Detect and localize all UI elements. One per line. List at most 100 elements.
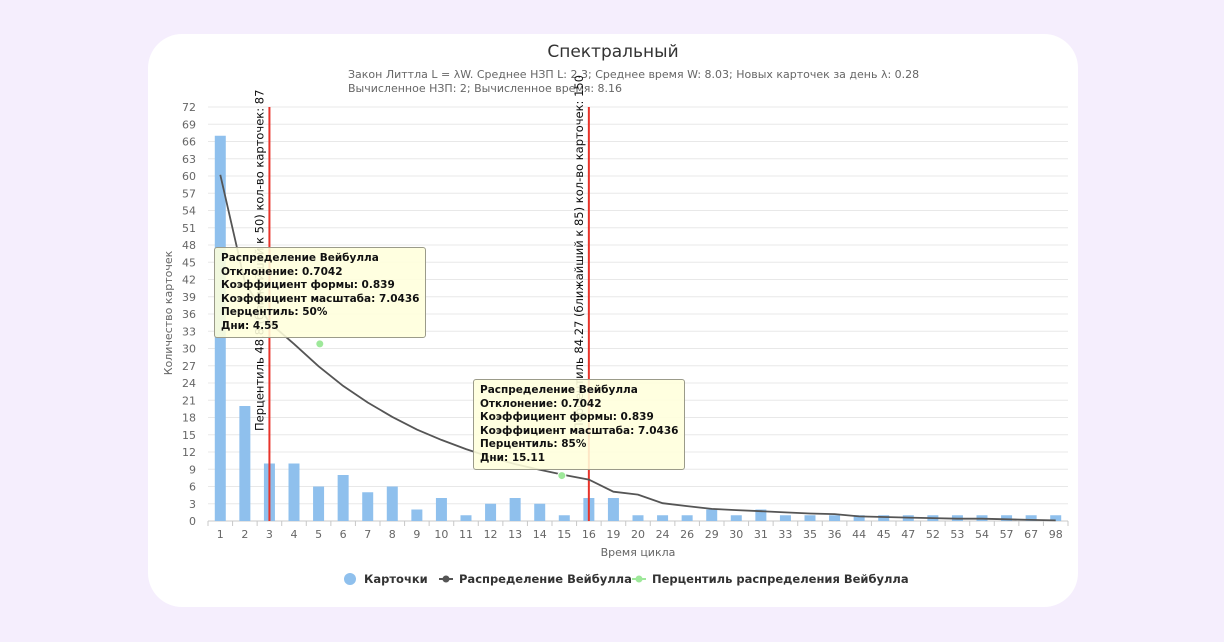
bar	[239, 406, 251, 521]
y-tick-label: 54	[182, 205, 196, 218]
legend-marker	[635, 575, 643, 583]
bar	[853, 515, 865, 521]
bar	[534, 503, 546, 521]
weibull-curve	[219, 174, 1056, 522]
bar	[657, 515, 669, 521]
y-tick-label: 72	[182, 101, 196, 114]
x-tick-label: 44	[852, 528, 866, 541]
y-tick-label: 12	[182, 446, 196, 459]
x-tick-label: 33	[778, 528, 792, 541]
weibull-curve-line	[219, 174, 1056, 522]
x-tick-label: 35	[803, 528, 817, 541]
legend-item: Перцентиль распределения Вейбулла	[632, 572, 909, 586]
bar	[1025, 515, 1037, 521]
bar	[1001, 515, 1013, 521]
x-tick-label: 7	[364, 528, 371, 541]
legend-label: Распределение Вейбулла	[459, 572, 632, 586]
x-tick-label: 57	[1000, 528, 1014, 541]
bar	[681, 515, 693, 521]
tooltip-line: Перцентиль: 50%	[221, 306, 328, 318]
bar	[706, 509, 718, 521]
x-tick-label: 98	[1049, 528, 1063, 541]
x-tick-label: 1	[217, 528, 224, 541]
y-tick-label: 0	[189, 515, 196, 528]
x-tick-label: 36	[828, 528, 842, 541]
bar	[460, 515, 472, 521]
tooltip-line: Коэффициент масштаба: 7.0436	[480, 424, 679, 437]
x-tick-label: 29	[705, 528, 719, 541]
bar	[362, 492, 374, 521]
x-tick-label: 14	[533, 528, 547, 541]
chart-subtitle-line-1: Закон Литтла L = λW. Среднее НЗП L: 2.3;…	[348, 68, 919, 81]
bar	[288, 463, 300, 521]
bar	[632, 515, 644, 521]
x-tick-label: 4	[291, 528, 298, 541]
x-tick-label: 9	[413, 528, 420, 541]
y-tick-label: 33	[182, 325, 196, 338]
y-tick-label: 48	[182, 239, 196, 252]
y-tick-label: 15	[182, 429, 196, 442]
x-tick-label: 6	[340, 528, 347, 541]
x-tick-label: 54	[975, 528, 989, 541]
percentile-point	[315, 339, 325, 349]
legend-item: Карточки	[344, 572, 428, 586]
tooltip-line: Перцентиль: 85%	[480, 438, 587, 450]
tooltip-line: Коэффициент формы: 0.839	[221, 279, 395, 291]
bar	[435, 498, 447, 521]
x-tick-label: 3	[266, 528, 273, 541]
x-tick-label: 26	[680, 528, 694, 541]
tooltip-line: Отклонение: 0.7042	[480, 397, 602, 410]
x-tick-label: 31	[754, 528, 768, 541]
y-axis-ticks: 0369121518212427303336394245485154576063…	[182, 101, 196, 528]
y-tick-label: 69	[182, 118, 196, 131]
x-tick-label: 16	[582, 528, 596, 541]
y-tick-label: 60	[182, 170, 196, 183]
bar	[1050, 515, 1062, 521]
x-tick-label: 30	[729, 528, 743, 541]
chart-subtitle-line-2: Вычисленное НЗП: 2; Вычисленное время: 8…	[348, 82, 622, 95]
bar	[607, 498, 619, 521]
legend: Карточки Распределение Вейбулла Перцентиль…	[344, 572, 909, 586]
tooltip-percentile-85: Распределение Вейбулла Отклонение: 0.704…	[473, 379, 686, 470]
y-tick-label: 45	[182, 256, 196, 269]
bar	[878, 515, 890, 521]
bar	[386, 486, 398, 521]
x-tick-label: 67	[1024, 528, 1038, 541]
legend-label: Перцентиль распределения Вейбулла	[652, 572, 909, 586]
bar	[509, 498, 521, 521]
legend-item: Распределение Вейбулла	[439, 572, 632, 586]
bar	[804, 515, 816, 521]
tooltip-percentile-50: Распределение Вейбулла Отклонение: 0.704…	[214, 247, 427, 338]
y-tick-label: 27	[182, 360, 196, 373]
tooltip-line: Коэффициент масштаба: 7.0436	[221, 292, 420, 305]
percentile-points	[315, 339, 567, 481]
y-tick-label: 42	[182, 274, 196, 287]
x-tick-label: 19	[606, 528, 620, 541]
chart-card: Спектральный Закон Литтла L = λW. Средне…	[148, 34, 1078, 607]
tooltip-line: Распределение Вейбулла	[221, 252, 379, 264]
x-axis-label: Время цикла	[601, 546, 676, 559]
x-tick-label: 13	[508, 528, 522, 541]
x-tick-label: 20	[631, 528, 645, 541]
y-tick-label: 9	[189, 463, 196, 476]
x-tick-label: 8	[389, 528, 396, 541]
bar	[730, 515, 742, 521]
legend-label: Карточки	[364, 572, 428, 586]
bar	[313, 486, 325, 521]
x-tick-label: 10	[434, 528, 448, 541]
y-tick-label: 24	[182, 377, 196, 390]
tooltip-line: Коэффициент формы: 0.839	[480, 411, 654, 423]
x-tick-label: 45	[877, 528, 891, 541]
x-tick-label: 11	[459, 528, 473, 541]
x-axis-ticks: 1 2 3 4 5 6 7 8 9 10 11 12 13 14 15 16 19 20 24 26 29 30 31 33 3…	[207, 521, 1069, 541]
bar	[337, 475, 349, 521]
y-tick-label: 21	[182, 394, 196, 407]
y-tick-label: 36	[182, 308, 196, 321]
bar	[411, 509, 423, 521]
y-tick-label: 66	[182, 136, 196, 149]
tooltip-line: Распределение Вейбулла	[480, 384, 638, 396]
x-tick-label: 5	[315, 528, 322, 541]
legend-marker	[344, 573, 356, 585]
x-tick-label: 53	[950, 528, 964, 541]
tooltip-line: Дни: 4.55	[221, 319, 279, 332]
